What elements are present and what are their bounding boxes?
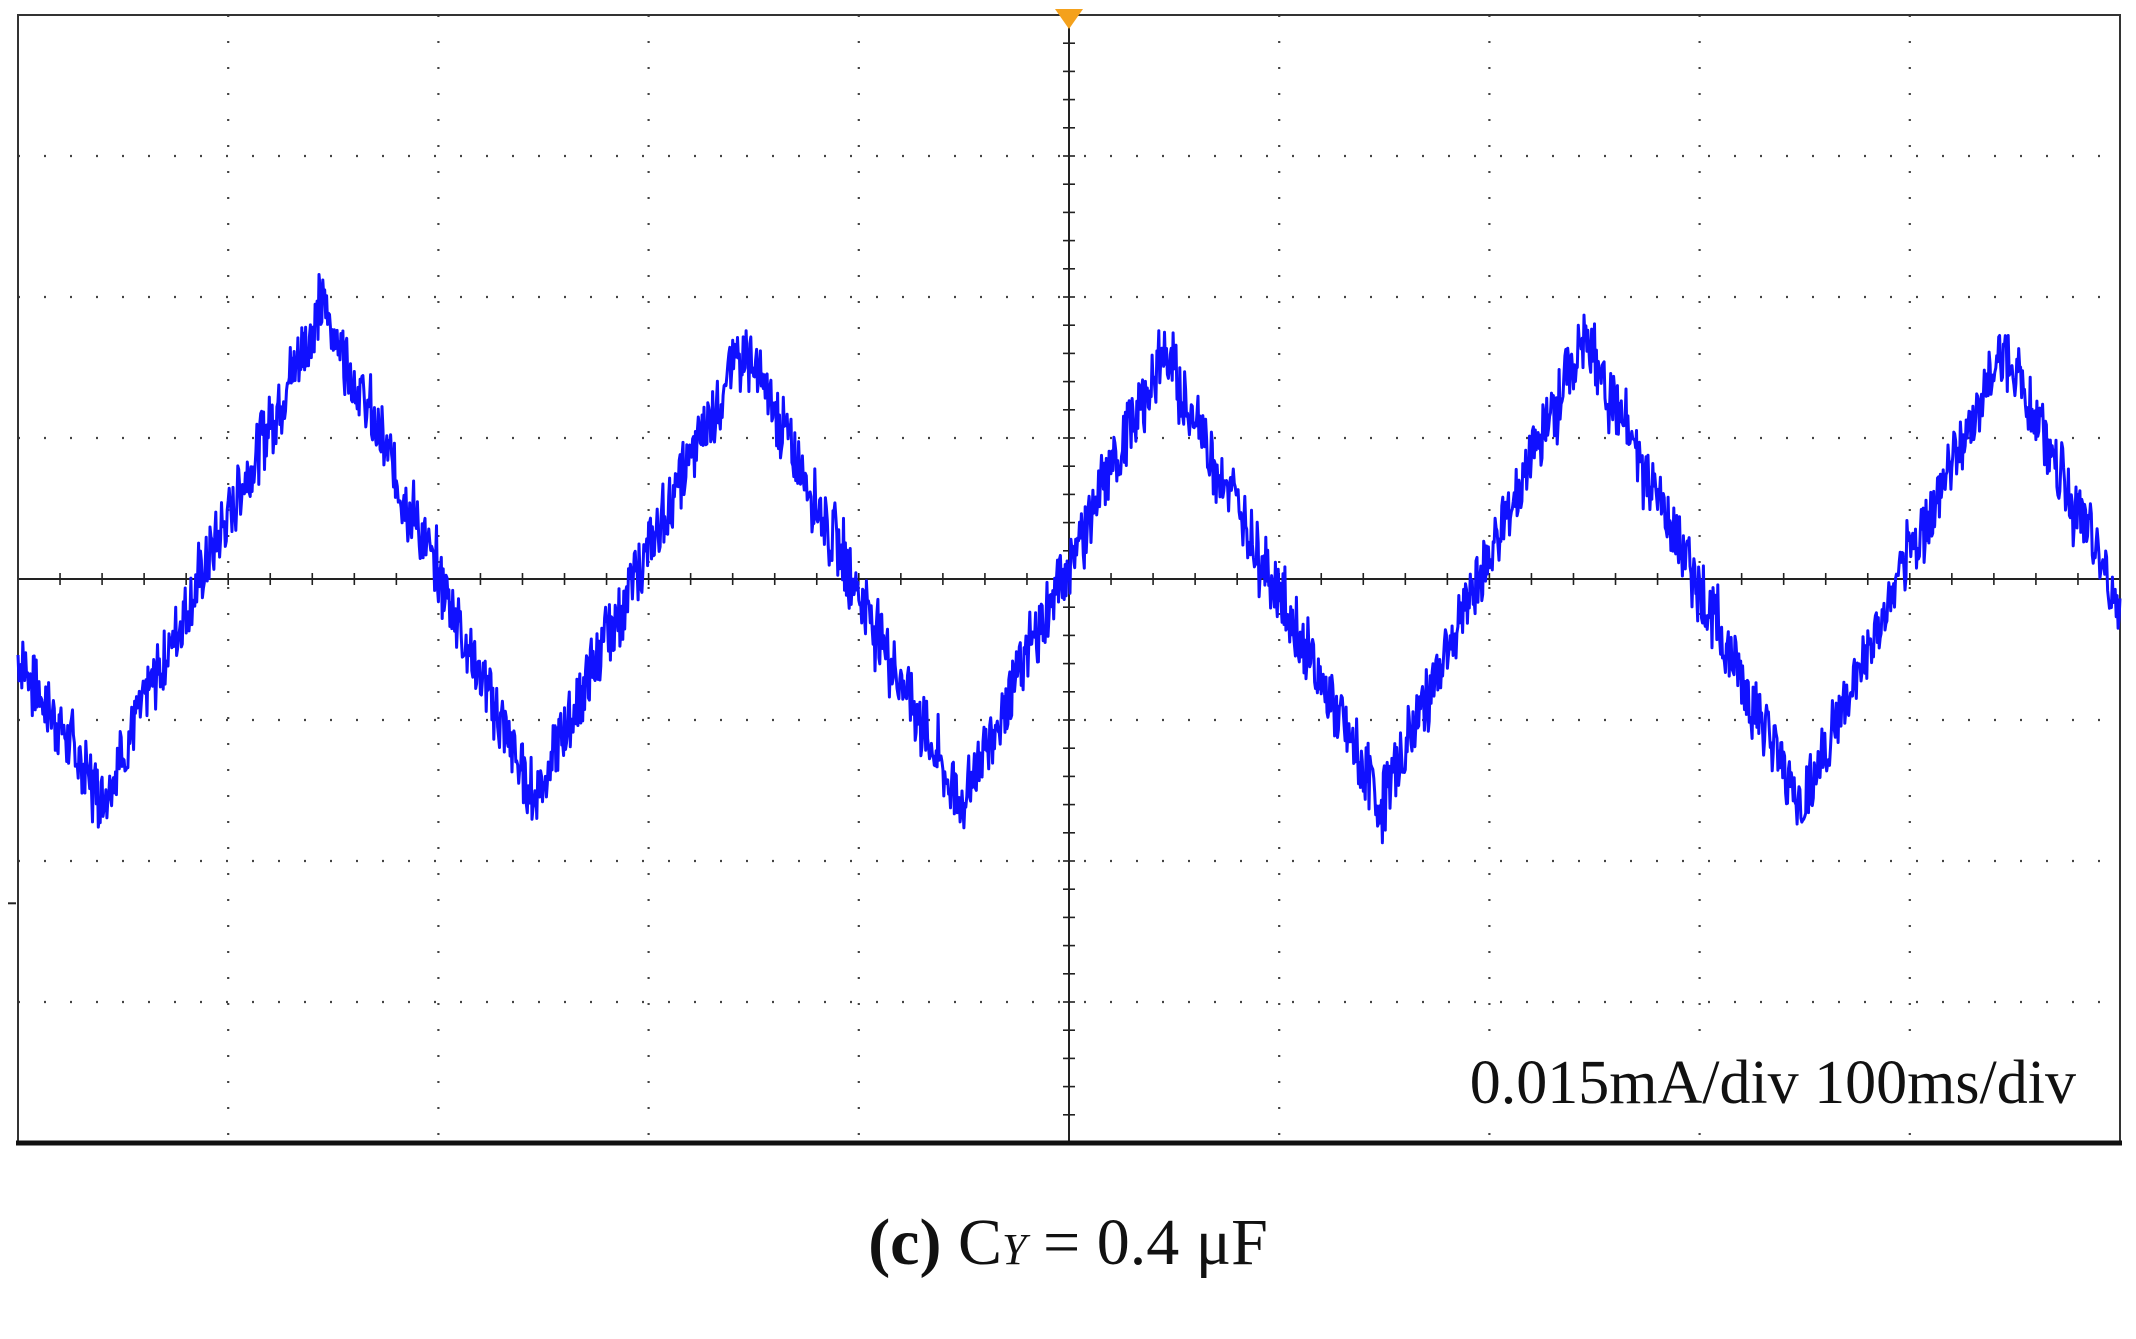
trigger-marker-icon [1055,9,1083,29]
caption-subscript: Y [1002,1225,1027,1274]
scale-annotation: 0.015mA/div 100ms/div [1465,1048,2080,1119]
figure-caption: (c) CY = 0.4 μF [0,1205,2136,1281]
waveform-trace [16,273,2122,845]
caption-value: = 0.4 μF [1042,1206,1268,1279]
caption-letter: (c) [868,1206,942,1279]
caption-symbol: C [957,1206,1002,1279]
